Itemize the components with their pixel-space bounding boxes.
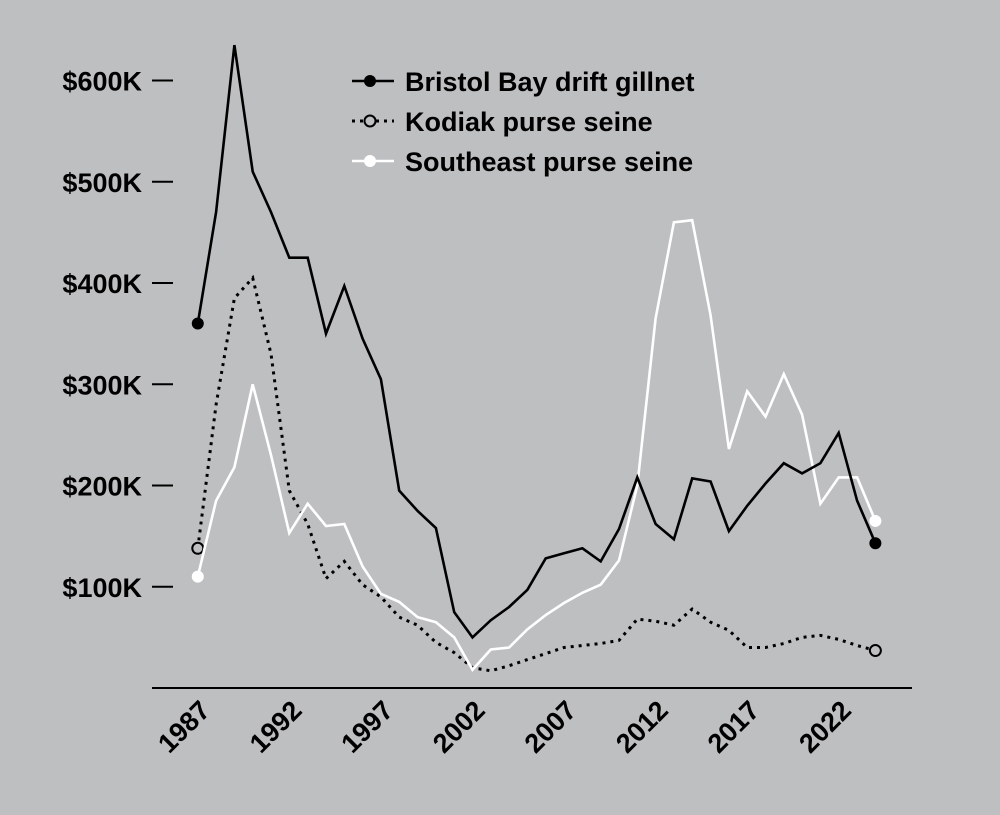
legend-label-2: Southeast purse seine — [405, 147, 693, 177]
series-1-marker-start — [191, 541, 205, 555]
x-tick-label-0: 1987 — [152, 695, 216, 759]
series-2-marker-end — [869, 514, 882, 527]
x-tick-label-1: 1992 — [244, 695, 308, 759]
series-group — [191, 44, 882, 673]
y-tick-label-5: $600K — [62, 67, 142, 97]
legend-label-1: Kodiak purse seine — [405, 107, 653, 137]
y-tick-label-4: $500K — [62, 168, 142, 198]
y-tick-label-1: $200K — [62, 472, 142, 502]
x-tick-label-3: 2002 — [427, 695, 491, 759]
series-line-2 — [196, 218, 877, 673]
x-tick-label-5: 2012 — [610, 695, 674, 759]
x-tick-label-2: 1997 — [335, 695, 399, 759]
y-tick-label-0: $100K — [62, 573, 142, 603]
series-0-marker-start — [191, 317, 204, 330]
y-tick-label-3: $400K — [62, 269, 142, 299]
legend: Bristol Bay drift gillnet Kodiak purse se… — [352, 67, 695, 177]
series-0-marker-end — [869, 537, 882, 550]
series-2-marker-start — [191, 570, 204, 583]
series-line-0 — [196, 44, 877, 640]
y-axis: $100K $200K $300K $400K $500K $600K — [62, 67, 173, 603]
series-1-marker-end — [868, 644, 882, 658]
legend-marker-2 — [364, 155, 376, 167]
x-tick-label-7: 2022 — [793, 695, 857, 759]
legend-marker-0 — [364, 75, 376, 87]
legend-label-0: Bristol Bay drift gillnet — [405, 67, 695, 97]
y-tick-label-2: $300K — [62, 370, 142, 400]
x-axis: 1987 1992 1997 2002 2007 2012 2017 2022 — [152, 687, 912, 759]
legend-marker-1 — [363, 114, 377, 128]
x-tick-label-4: 2007 — [519, 695, 583, 759]
x-tick-label-6: 2017 — [702, 695, 766, 759]
